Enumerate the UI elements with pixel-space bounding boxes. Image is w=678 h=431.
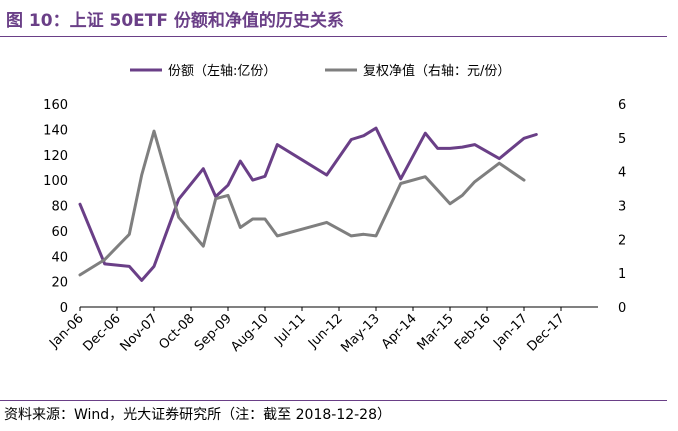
y-left-tick-label: 120 — [43, 149, 68, 164]
y-right-tick-label: 6 — [618, 98, 626, 113]
y-right-tick-label: 3 — [618, 200, 626, 215]
x-tick-label: Dec-17 — [524, 311, 567, 354]
y-left-tick-label: 100 — [43, 174, 68, 189]
source-note: 资料来源：Wind，光大证券研究所（注：截至 2018-12-28） — [4, 407, 391, 423]
x-tick-label: Dec-06 — [80, 311, 123, 354]
x-tick-label: May-13 — [338, 311, 382, 355]
y-left-tick-label: 20 — [51, 276, 68, 291]
footer-divider — [0, 400, 667, 401]
y-left-tick-label: 0 — [60, 301, 68, 316]
title-divider — [0, 36, 667, 37]
legend-shares-label: 份额（左轴:亿份） — [168, 64, 276, 79]
legend-nav-label: 复权净值（右轴：元/份） — [363, 63, 510, 79]
y-left-tick-label: 60 — [51, 225, 68, 240]
series-shares-line — [78, 126, 538, 282]
y-right-tick-label: 5 — [618, 132, 626, 147]
x-tick-label: Nov-07 — [118, 311, 161, 354]
y-left-tick-label: 160 — [43, 98, 68, 113]
x-tick-label: Jul-11 — [271, 311, 308, 348]
x-tick-label: Mar-15 — [414, 311, 456, 353]
y-right-tick-label: 1 — [618, 267, 626, 282]
x-tick-label: Oct-08 — [156, 311, 198, 353]
y-right-tick-label: 4 — [618, 166, 626, 181]
y-left-tick-label: 80 — [51, 200, 68, 215]
y-right-tick-label: 0 — [618, 301, 626, 316]
y-left-tick-label: 40 — [51, 250, 68, 265]
y-left-tick-label: 140 — [43, 123, 68, 138]
x-tick-label: Feb-16 — [452, 311, 494, 353]
series-nav-line — [78, 129, 526, 277]
x-tick-label: Apr-14 — [379, 311, 420, 352]
x-tick-label: Sep-09 — [192, 311, 235, 354]
x-tick-label: Aug-10 — [228, 311, 272, 355]
chart-title: 图 10：上证 50ETF 份额和净值的历史关系 — [6, 11, 344, 31]
y-right-tick-label: 2 — [618, 233, 626, 248]
